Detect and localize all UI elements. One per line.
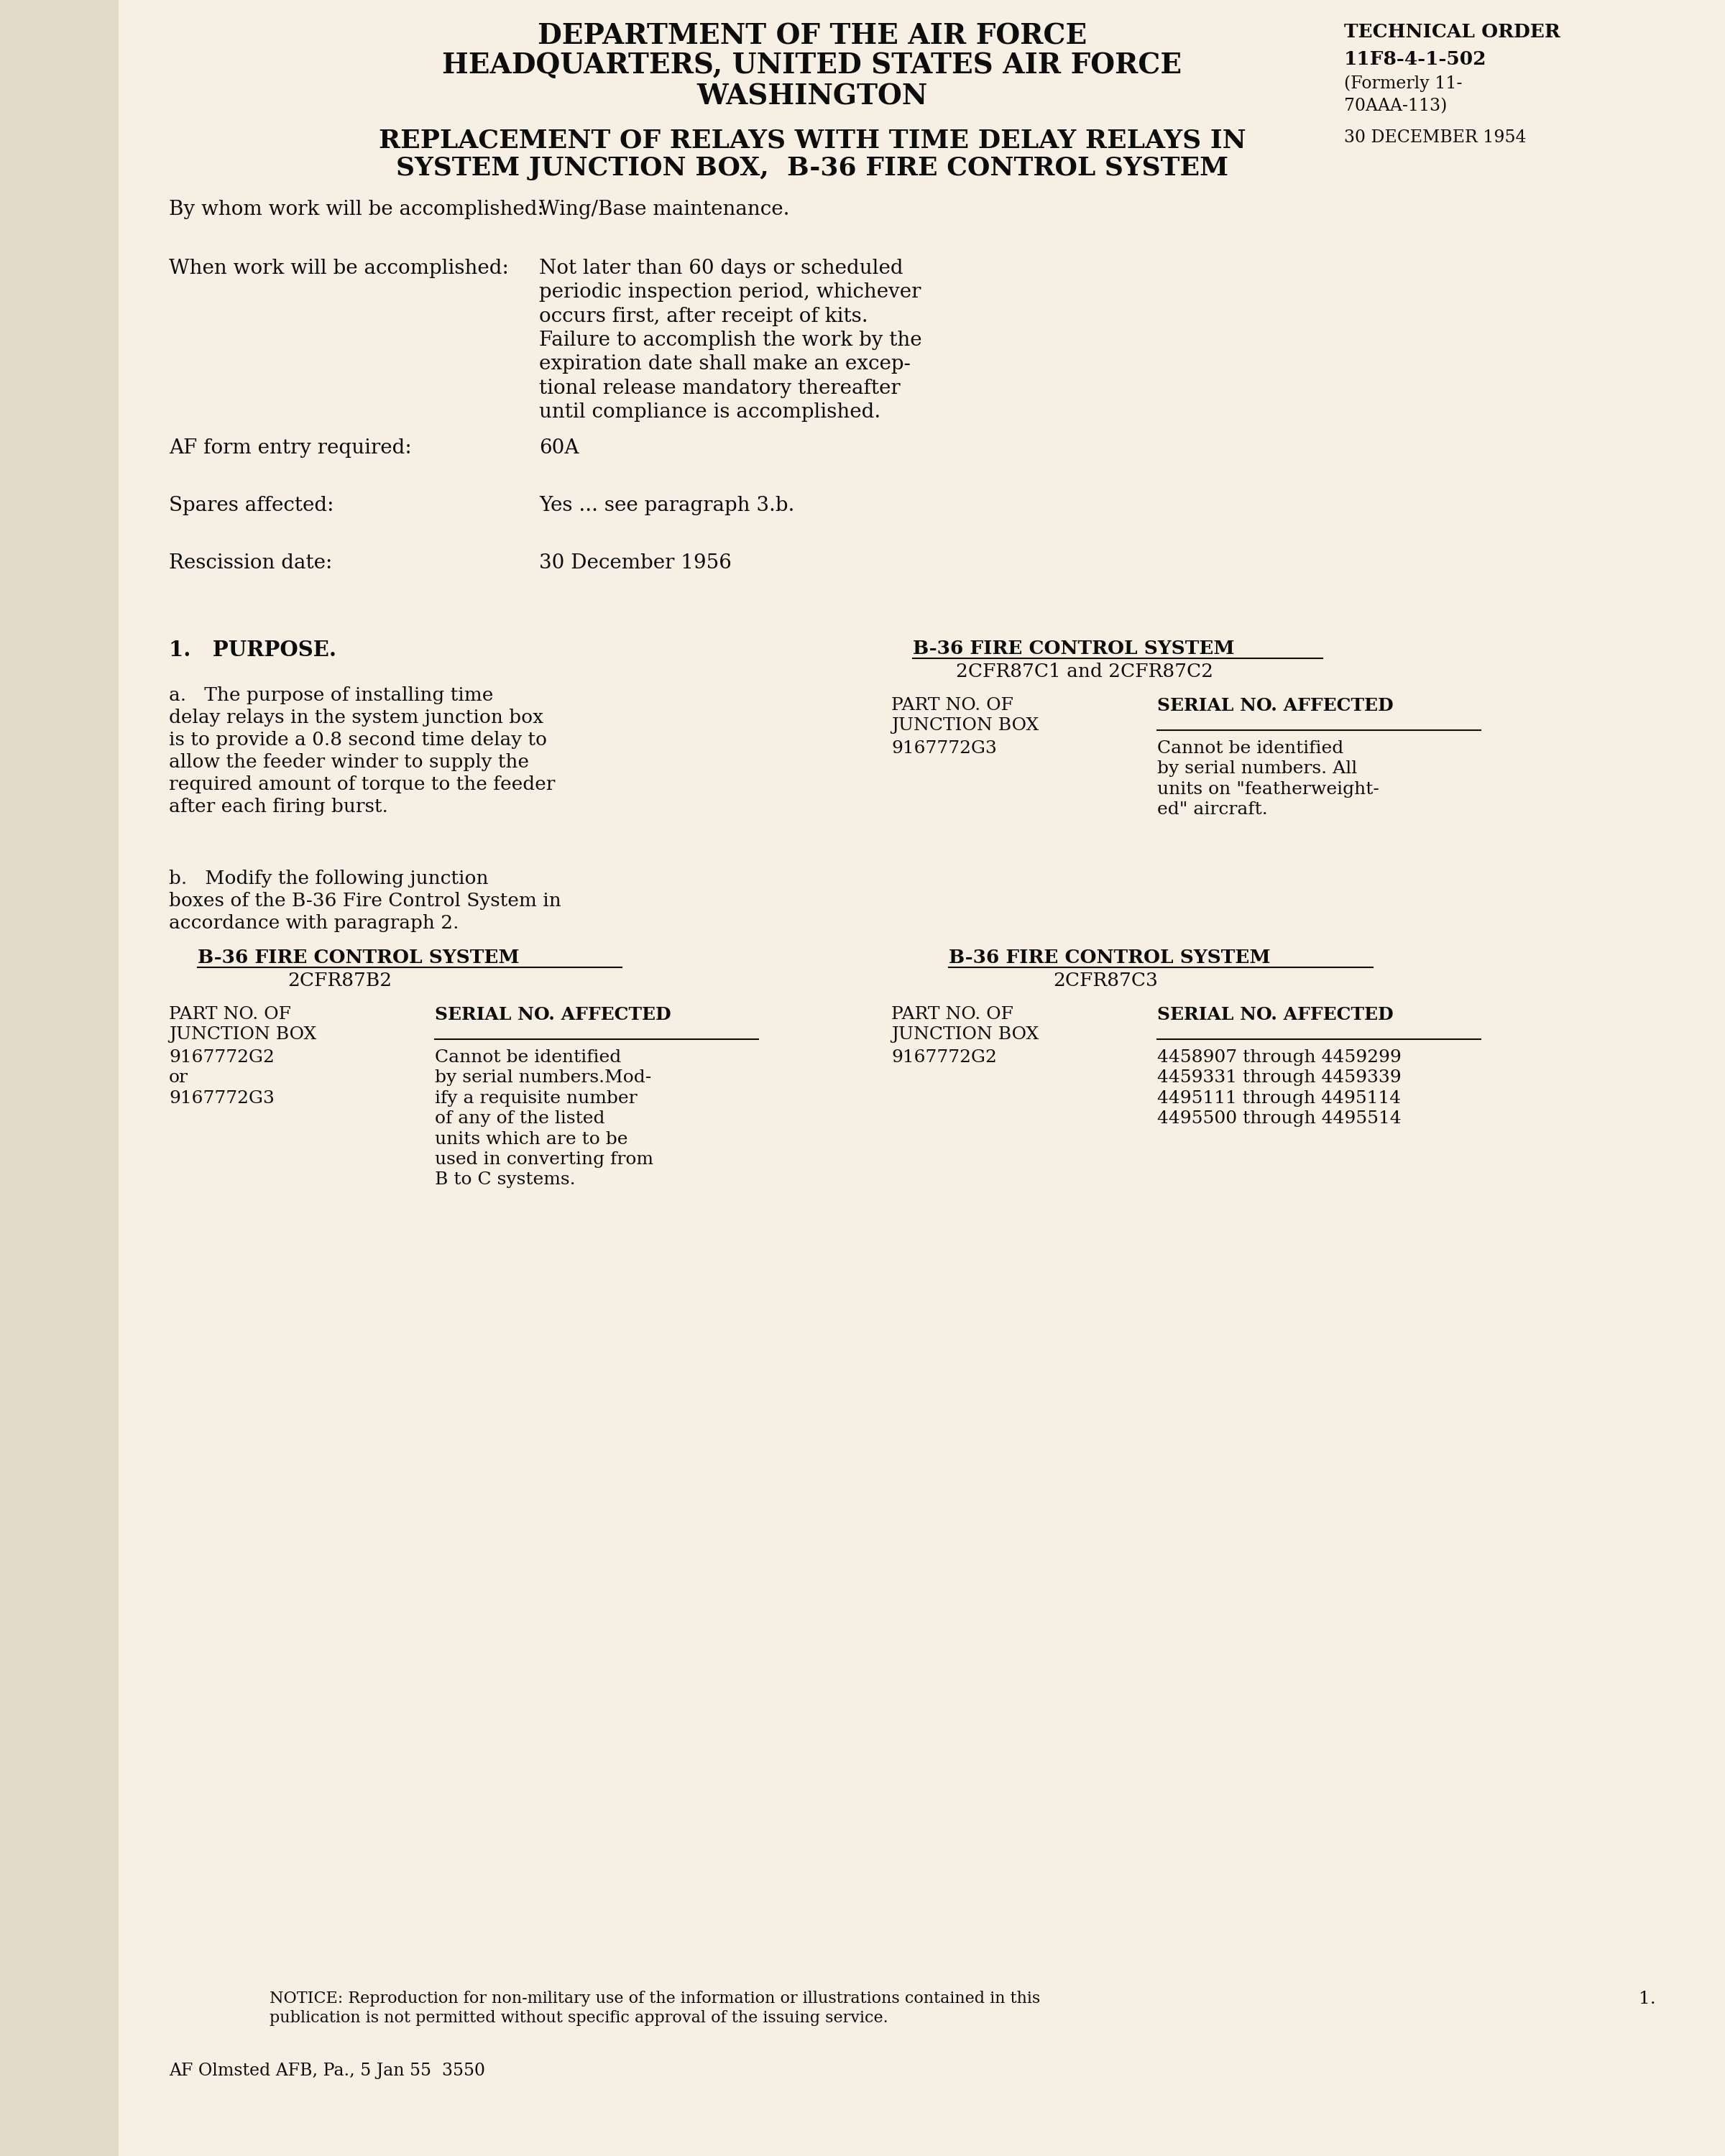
Text: DEPARTMENT OF THE AIR FORCE: DEPARTMENT OF THE AIR FORCE [538, 24, 1087, 50]
Text: 4458907 through 4459299
4459331 through 4459339
4495111 through 4495114
4495500 : 4458907 through 4459299 4459331 through … [1157, 1050, 1401, 1128]
Text: HEADQUARTERS, UNITED STATES AIR FORCE: HEADQUARTERS, UNITED STATES AIR FORCE [442, 52, 1182, 80]
Text: NOTICE: Reproduction for non-military use of the information or illustrations co: NOTICE: Reproduction for non-military us… [269, 1990, 1040, 2027]
Text: Yes ... see paragraph 3.b.: Yes ... see paragraph 3.b. [538, 496, 795, 515]
Text: SERIAL NO. AFFECTED: SERIAL NO. AFFECTED [435, 1007, 671, 1024]
Text: WASHINGTON: WASHINGTON [697, 82, 928, 110]
Text: (Formerly 11-: (Formerly 11- [1344, 75, 1463, 93]
Text: 60A: 60A [538, 438, 580, 457]
Text: TECHNICAL ORDER: TECHNICAL ORDER [1344, 24, 1559, 41]
Text: SERIAL NO. AFFECTED: SERIAL NO. AFFECTED [1157, 696, 1394, 714]
Text: AF Olmsted AFB, Pa., 5 Jan 55  3550: AF Olmsted AFB, Pa., 5 Jan 55 3550 [169, 2063, 485, 2078]
Text: REPLACEMENT OF RELAYS WITH TIME DELAY RELAYS IN: REPLACEMENT OF RELAYS WITH TIME DELAY RE… [378, 127, 1245, 153]
Text: 30 December 1956: 30 December 1956 [538, 554, 731, 573]
Text: 1.   PURPOSE.: 1. PURPOSE. [169, 640, 336, 660]
Text: Wing/Base maintenance.: Wing/Base maintenance. [538, 201, 790, 220]
Text: a.   The purpose of installing time
delay relays in the system junction box
is t: a. The purpose of installing time delay … [169, 686, 555, 815]
Text: 1.: 1. [1639, 1990, 1656, 2007]
Text: 11F8-4-1-502: 11F8-4-1-502 [1344, 50, 1487, 69]
Bar [0, 0, 119, 2156]
Text: Not later than 60 days or scheduled
periodic inspection period, whichever
occurs: Not later than 60 days or scheduled peri… [538, 259, 921, 423]
Text: 30 DECEMBER 1954: 30 DECEMBER 1954 [1344, 129, 1527, 147]
Text: B-36 FIRE CONTROL SYSTEM: B-36 FIRE CONTROL SYSTEM [198, 949, 519, 966]
Text: 2CFR87C1 and 2CFR87C2: 2CFR87C1 and 2CFR87C2 [956, 662, 1213, 681]
Text: B-36 FIRE CONTROL SYSTEM: B-36 FIRE CONTROL SYSTEM [913, 640, 1235, 658]
Text: PART NO. OF
JUNCTION BOX: PART NO. OF JUNCTION BOX [169, 1007, 316, 1044]
Text: PART NO. OF
JUNCTION BOX: PART NO. OF JUNCTION BOX [892, 1007, 1038, 1044]
Text: Cannot be identified
by serial numbers. All
units on "featherweight-
ed" aircraf: Cannot be identified by serial numbers. … [1157, 740, 1380, 817]
Text: SERIAL NO. AFFECTED: SERIAL NO. AFFECTED [1157, 1007, 1394, 1024]
Text: AF form entry required:: AF form entry required: [169, 438, 412, 457]
Text: 70AAA-113): 70AAA-113) [1344, 97, 1447, 114]
Text: 2CFR87B2: 2CFR87B2 [288, 972, 392, 990]
Text: Rescission date:: Rescission date: [169, 554, 333, 573]
Text: By whom work will be accomplished:: By whom work will be accomplished: [169, 201, 543, 220]
Text: 2CFR87C3: 2CFR87C3 [1052, 972, 1157, 990]
Text: 9167772G2: 9167772G2 [892, 1050, 997, 1065]
Text: Spares affected:: Spares affected: [169, 496, 335, 515]
Text: Cannot be identified
by serial numbers.Mod-
ify a requisite number
of any of the: Cannot be identified by serial numbers.M… [435, 1050, 654, 1188]
Text: 9167772G2
or
9167772G3: 9167772G2 or 9167772G3 [169, 1050, 274, 1106]
Text: PART NO. OF
JUNCTION BOX: PART NO. OF JUNCTION BOX [892, 696, 1038, 733]
Text: 9167772G3: 9167772G3 [892, 740, 997, 757]
Text: When work will be accomplished:: When work will be accomplished: [169, 259, 509, 278]
Text: B-36 FIRE CONTROL SYSTEM: B-36 FIRE CONTROL SYSTEM [949, 949, 1271, 966]
Text: b.   Modify the following junction
boxes of the B-36 Fire Control System in
acco: b. Modify the following junction boxes o… [169, 869, 561, 931]
Text: SYSTEM JUNCTION BOX,  B-36 FIRE CONTROL SYSTEM: SYSTEM JUNCTION BOX, B-36 FIRE CONTROL S… [397, 155, 1228, 181]
